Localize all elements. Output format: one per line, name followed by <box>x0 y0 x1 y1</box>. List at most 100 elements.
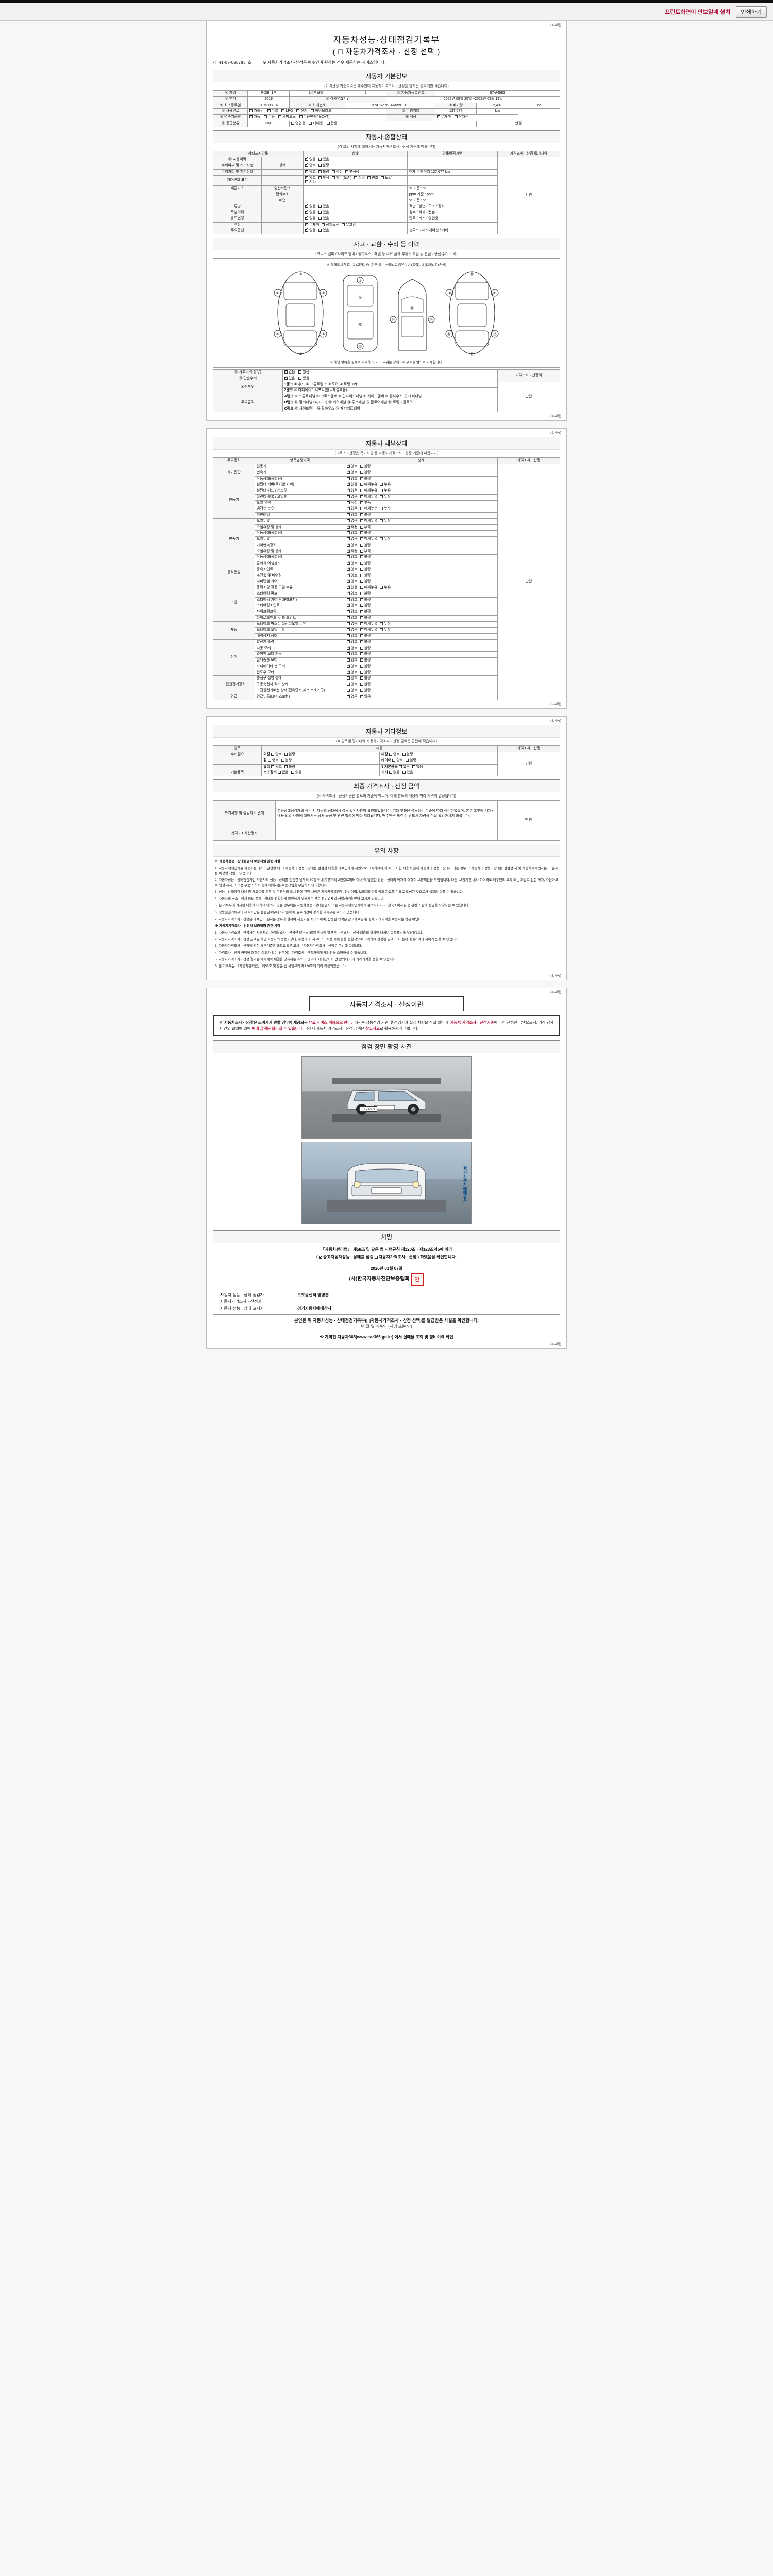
checkbox-icon[interactable] <box>346 621 350 625</box>
detail-6-3-opt-0[interactable]: 양호 <box>346 657 358 663</box>
simple-opt-0[interactable]: 없음 <box>284 376 295 381</box>
detail-5-0-opt-0[interactable]: 없음 <box>346 621 358 627</box>
fuel-opt-3[interactable]: 전기 <box>296 109 307 114</box>
checkbox-icon[interactable] <box>318 211 322 214</box>
checkbox-icon[interactable] <box>380 586 383 589</box>
detail-1-0-opt-0[interactable]: 없음 <box>346 482 358 487</box>
detail-4-5-opt-0[interactable]: 양호 <box>346 615 358 621</box>
detail-1-1-opt-2[interactable]: 누유 <box>380 489 391 494</box>
checkbox-icon[interactable] <box>305 210 309 214</box>
overall-8-opt-1[interactable]: 있음 <box>318 211 329 215</box>
checkbox-icon[interactable] <box>298 376 302 380</box>
etc-b-0-opt-1[interactable]: 불량 <box>402 753 413 757</box>
detail-5-1-opt-0[interactable]: 없음 <box>346 627 358 633</box>
checkbox-icon[interactable] <box>305 228 309 232</box>
detail-5-2-opt-1[interactable]: 불량 <box>360 634 371 639</box>
etc-a-0-opt-0[interactable]: 양호 <box>271 753 282 757</box>
etc-a-2-opt-1[interactable]: 불량 <box>284 765 295 770</box>
checkbox-icon[interactable] <box>249 109 253 113</box>
overall-3-opt-3[interactable]: 상이 <box>354 176 365 181</box>
detail-0-1-opt-1[interactable]: 불량 <box>360 470 371 476</box>
overall-8-opt-0[interactable]: 없음 <box>305 210 316 215</box>
detail-6-3-opt-1[interactable]: 불량 <box>360 658 371 663</box>
checkbox-icon[interactable] <box>392 758 396 762</box>
checkbox-icon[interactable] <box>346 670 350 674</box>
checkbox-icon[interactable] <box>331 176 335 179</box>
checkbox-icon[interactable] <box>360 465 363 468</box>
etc-b-1-opt-0[interactable]: 양호 <box>392 758 403 764</box>
checkbox-icon[interactable] <box>402 771 406 774</box>
checkbox-icon[interactable] <box>346 603 350 607</box>
detail-8-0-opt-0[interactable]: 없음 <box>346 694 358 700</box>
detail-4-5-opt-1[interactable]: 불량 <box>360 616 371 621</box>
checkbox-icon[interactable] <box>305 180 308 184</box>
checkbox-icon[interactable] <box>360 483 363 486</box>
overall-10-opt-1[interactable]: 전체도색 <box>322 223 339 228</box>
detail-6-2-opt-1[interactable]: 불량 <box>360 652 371 657</box>
checkbox-icon[interactable] <box>380 176 384 179</box>
overall-3-opt-4[interactable]: 변조 <box>367 176 378 181</box>
detail-2-4-opt-0[interactable]: 양호 <box>346 543 358 548</box>
checkbox-icon[interactable] <box>360 616 363 619</box>
checkbox-icon[interactable] <box>281 758 284 762</box>
overall-0-opt-1[interactable]: 있음 <box>318 158 329 162</box>
checkbox-icon[interactable] <box>360 598 363 601</box>
detail-3-1-opt-0[interactable]: 양호 <box>346 567 358 572</box>
detail-2-5-opt-0[interactable]: 적정 <box>346 549 358 554</box>
detail-6-1-opt-1[interactable]: 불량 <box>360 646 371 651</box>
checkbox-icon[interactable] <box>346 561 350 565</box>
detail-7-0-opt-0[interactable]: 양호 <box>346 676 358 681</box>
checkbox-icon[interactable] <box>346 627 350 632</box>
detail-8-0-opt-1[interactable]: 있음 <box>360 694 371 700</box>
detail-1-0-opt-1[interactable]: 미세누유 <box>360 483 377 487</box>
detail-6-4-opt-0[interactable]: 양호 <box>346 664 358 669</box>
checkbox-icon[interactable] <box>346 683 350 686</box>
overall-2-opt-3[interactable]: 부적정 <box>345 170 359 175</box>
detail-4-1-opt-1[interactable]: 불량 <box>360 591 371 597</box>
checkbox-icon[interactable] <box>305 163 309 167</box>
checkbox-icon[interactable] <box>346 494 350 499</box>
detail-4-2-opt-0[interactable]: 양호 <box>346 597 358 603</box>
overall-1-opt-1[interactable]: 불량 <box>318 164 329 168</box>
color-opt-1[interactable]: 유채색 <box>454 115 468 120</box>
detail-2-0-opt-1[interactable]: 미세누유 <box>360 519 377 524</box>
trans-opt-1[interactable]: 수동 <box>264 115 275 120</box>
checkbox-icon[interactable] <box>346 464 350 468</box>
checkbox-icon[interactable] <box>271 753 275 756</box>
accident-opt-1[interactable]: 있음 <box>298 370 309 375</box>
checkbox-icon[interactable] <box>346 694 350 698</box>
detail-7-2-opt-0[interactable]: 양호 <box>346 688 358 693</box>
trans-opt-3[interactable]: 무단변속기(CVT) <box>299 115 330 120</box>
detail-1-2-opt-0[interactable]: 없음 <box>346 494 358 500</box>
detail-3-1-opt-1[interactable]: 불량 <box>360 567 371 572</box>
checkbox-icon[interactable] <box>360 555 363 559</box>
checkbox-icon[interactable] <box>346 543 350 547</box>
detail-2-4-opt-1[interactable]: 불량 <box>360 543 371 548</box>
overall-3-opt-2[interactable]: 훼손(오손) <box>331 176 351 181</box>
checkbox-icon[interactable] <box>291 771 294 774</box>
checkbox-icon[interactable] <box>284 753 288 756</box>
overall-11-opt-1[interactable]: 있음 <box>318 229 329 233</box>
detail-2-1-opt-1[interactable]: 부족 <box>360 525 371 530</box>
checkbox-icon[interactable] <box>318 164 322 167</box>
detail-6-0-opt-0[interactable]: 양호 <box>346 639 358 645</box>
checkbox-icon[interactable] <box>360 477 363 480</box>
checkbox-icon[interactable] <box>360 543 363 547</box>
detail-0-0-opt-1[interactable]: 불량 <box>360 465 371 469</box>
checkbox-icon[interactable] <box>342 223 345 226</box>
checkbox-icon[interactable] <box>360 658 363 662</box>
checkbox-icon[interactable] <box>346 664 350 668</box>
checkbox-icon[interactable] <box>346 482 350 486</box>
etc-a-1-opt-0[interactable]: 양호 <box>267 758 279 764</box>
etc-a-2-opt-0[interactable]: 양호 <box>271 765 282 770</box>
checkbox-icon[interactable] <box>360 640 363 643</box>
checkbox-icon[interactable] <box>436 114 441 119</box>
detail-1-2-opt-1[interactable]: 미세누유 <box>360 495 377 500</box>
usage-opt-1[interactable]: 대여용 <box>309 121 323 126</box>
detail-2-5-opt-1[interactable]: 부족 <box>360 549 371 554</box>
checkbox-icon[interactable] <box>305 204 309 208</box>
checkbox-icon[interactable] <box>360 688 363 692</box>
detail-1-1-opt-1[interactable]: 미세누유 <box>360 489 377 494</box>
detail-4-0-opt-1[interactable]: 미세누유 <box>360 586 377 590</box>
detail-0-2-opt-0[interactable]: 양호 <box>346 476 358 482</box>
